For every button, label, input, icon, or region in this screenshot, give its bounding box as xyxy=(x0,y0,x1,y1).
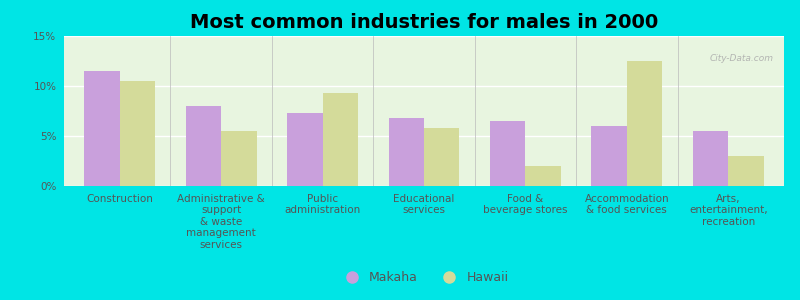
Bar xyxy=(84,71,120,186)
Text: City-Data.com: City-Data.com xyxy=(710,54,773,63)
Bar xyxy=(322,93,358,186)
Bar xyxy=(627,61,662,186)
Bar xyxy=(591,126,627,186)
Bar xyxy=(287,113,322,186)
Bar xyxy=(120,81,155,186)
Bar xyxy=(389,118,424,186)
Bar xyxy=(221,131,257,186)
Title: Most common industries for males in 2000: Most common industries for males in 2000 xyxy=(190,13,658,32)
Bar xyxy=(490,121,526,186)
Bar xyxy=(424,128,459,186)
Legend: Makaha, Hawaii: Makaha, Hawaii xyxy=(335,267,513,288)
Bar xyxy=(693,131,728,186)
Bar xyxy=(728,156,764,186)
Bar xyxy=(526,166,561,186)
Bar xyxy=(186,106,221,186)
